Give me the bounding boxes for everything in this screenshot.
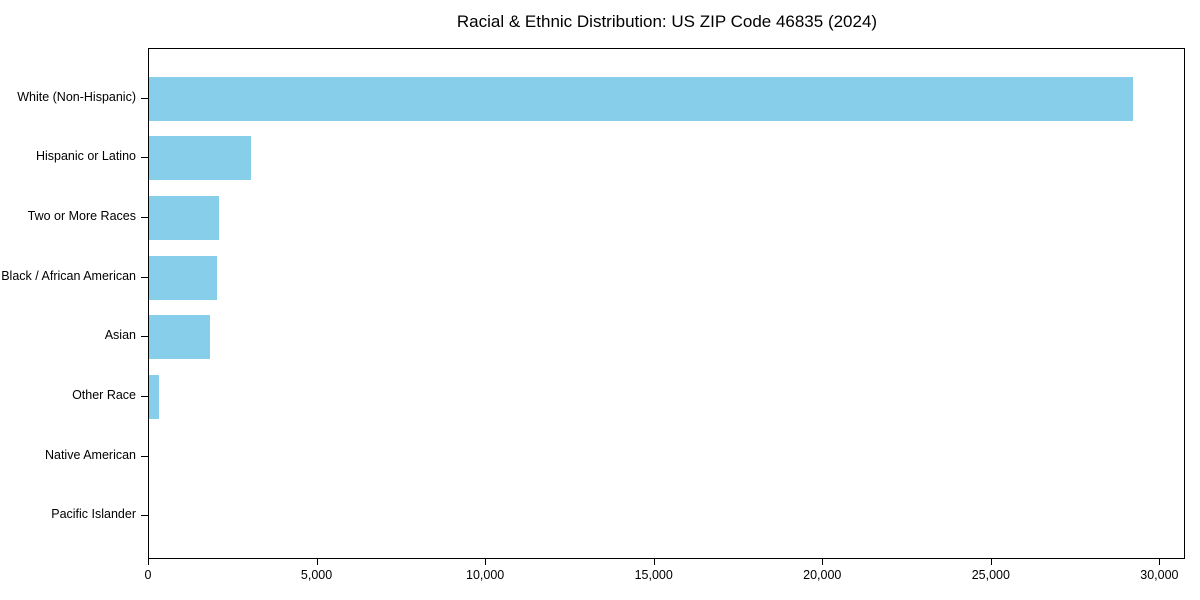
x-axis-tick — [990, 559, 992, 565]
plot-area — [148, 48, 1185, 559]
y-tick-label: Asian — [104, 328, 136, 343]
x-tick-label: 0 — [144, 568, 152, 582]
y-tick-label: Two or More Races — [27, 208, 136, 223]
bar — [149, 375, 160, 419]
x-axis-tick — [653, 559, 655, 565]
bar — [149, 136, 252, 181]
y-axis-tick — [141, 276, 148, 278]
x-axis-tick — [822, 559, 824, 565]
y-tick-label: Other Race — [72, 388, 136, 402]
chart-title: Racial & Ethnic Distribution: US ZIP Cod… — [456, 12, 878, 31]
bar — [149, 195, 219, 240]
y-axis-tick — [141, 455, 148, 457]
x-axis-tick — [485, 559, 487, 565]
y-tick-label: Black / African American — [1, 268, 136, 283]
y-axis-tick — [141, 157, 148, 159]
x-axis-tick — [316, 559, 318, 565]
y-axis-tick — [141, 396, 148, 397]
bar — [149, 315, 210, 360]
y-tick-label: White (Non-Hispanic) — [17, 89, 136, 104]
y-axis-tick — [141, 515, 148, 517]
x-axis-tick — [148, 559, 149, 565]
y-tick-label: Pacific Islander — [51, 507, 136, 522]
x-tick-label: 10,000 — [466, 568, 505, 582]
y-tick-label: Native American — [44, 447, 136, 462]
y-axis-tick — [141, 216, 148, 218]
x-tick-label: 25,000 — [971, 568, 1010, 582]
x-tick-label: 20,000 — [803, 568, 842, 582]
bar — [149, 76, 1134, 121]
bar — [149, 255, 217, 300]
y-tick-label: Hispanic or Latino — [35, 149, 136, 164]
x-tick-label: 30,000 — [1140, 568, 1179, 582]
x-tick-label: 15,000 — [634, 568, 673, 582]
x-tick-label: 5,000 — [300, 568, 333, 582]
x-axis-tick — [1159, 559, 1161, 565]
y-axis-tick — [141, 336, 148, 338]
y-axis-tick — [141, 97, 148, 99]
